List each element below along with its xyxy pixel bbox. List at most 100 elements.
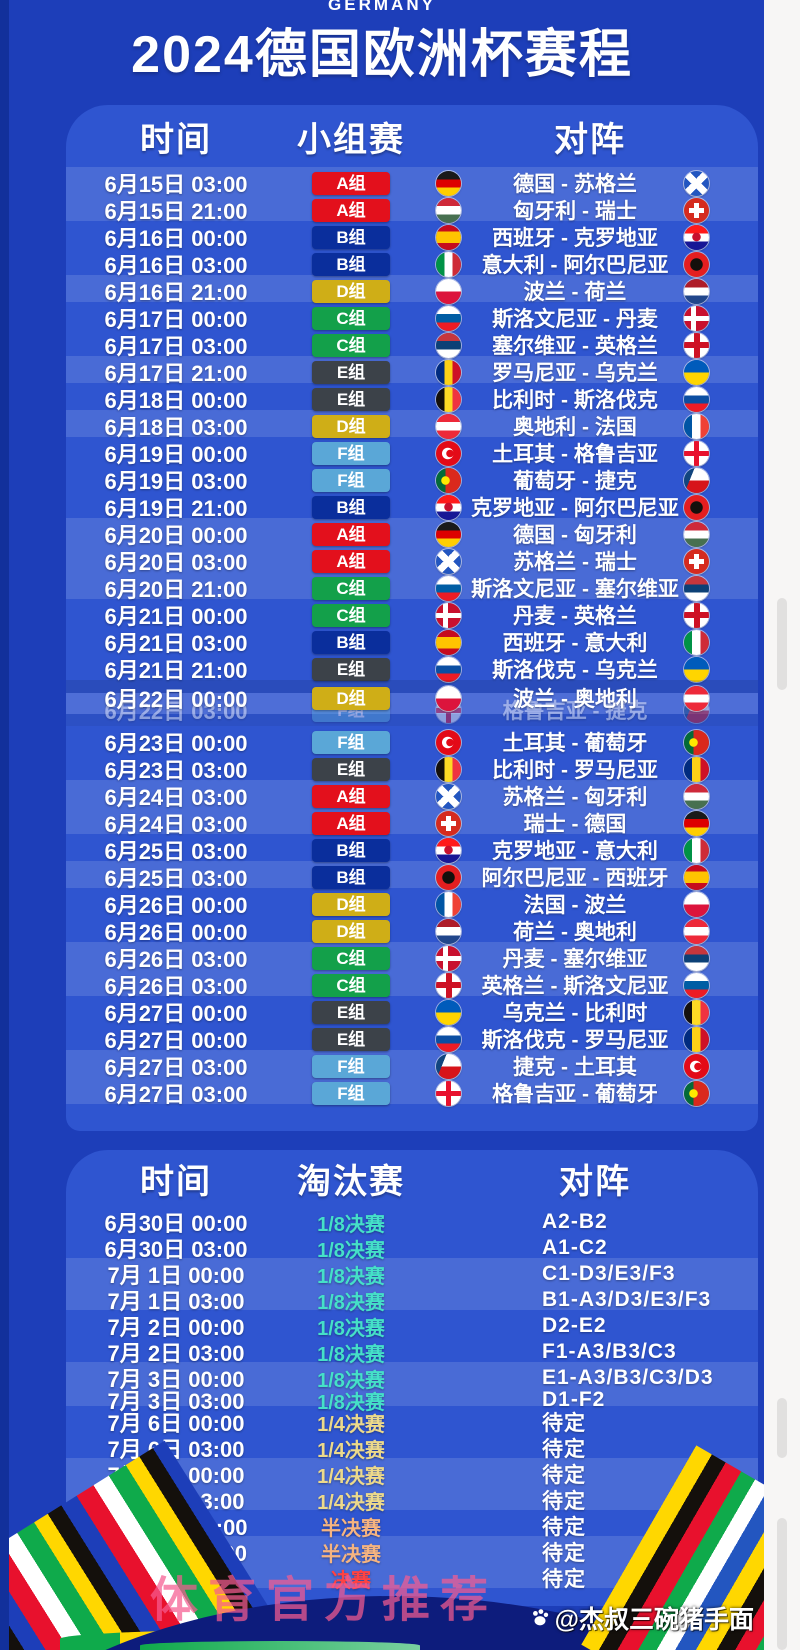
group-badge-cell: F组 — [266, 468, 436, 492]
group-badge-cell: E组 — [266, 360, 436, 384]
belgium-flag-icon — [436, 756, 461, 782]
match-teams: 苏格兰 - 匈牙利 — [502, 786, 648, 809]
match-time: 6月26日 00:00 — [104, 893, 248, 918]
knockout-stage-label: 决赛 — [331, 1569, 371, 1592]
denmark-flag-icon — [684, 305, 709, 331]
match-row: 6月18日 00:00 E组 比利时 - 斯洛伐克 — [66, 383, 758, 413]
knockout-stage-label: 1/8决赛 — [317, 1343, 385, 1366]
croatia-flag-icon — [436, 837, 461, 863]
match-teams: 德国 - 苏格兰 — [513, 173, 637, 196]
italy-flag-icon — [684, 837, 709, 863]
knockout-pairing: 待定 — [542, 1490, 586, 1513]
group-badge: F组 — [312, 468, 390, 492]
match-time: 6月20日 03:00 — [104, 550, 248, 575]
ukraine-flag-icon — [684, 359, 709, 385]
match-teams: 土耳其 - 葡萄牙 — [502, 732, 648, 755]
group-badge: E组 — [312, 360, 390, 384]
portugal-flag-icon — [684, 1080, 709, 1106]
match-row: 6月20日 21:00 C组 斯洛文尼亚 - 塞尔维亚 — [66, 572, 758, 602]
group-stage-panel: 时间 小组赛 对阵 6月15日 03:00 A组 德国 - 苏格兰 6月15日 21:… — [66, 105, 758, 1131]
knockout-row: 7月 1日 00:00 1/8决赛 C1-D3/E3/F3 — [66, 1258, 758, 1288]
group-badge: C组 — [312, 306, 390, 330]
match-row: 6月21日 00:00 C组 丹麦 - 英格兰 — [66, 599, 758, 629]
spain-flag-icon — [436, 224, 461, 250]
match-time: 6月19日 00:00 — [104, 442, 248, 467]
paw-icon — [532, 1609, 548, 1626]
match-row: 6月26日 03:00 C组 丹麦 - 塞尔维亚 — [66, 942, 758, 972]
knockout-row: 7月 3日 03:00 1/8决赛 D1-F2 — [66, 1384, 758, 1414]
match-row: 6月21日 21:00 E组 斯洛伐克 - 乌克兰 — [66, 653, 758, 683]
scrollbar-thumb[interactable] — [777, 1518, 787, 1650]
match-row: 6月24日 03:00 A组 瑞士 - 德国 — [66, 807, 758, 837]
knockout-row: 6月30日 00:00 1/8决赛 A2-B2 — [66, 1206, 758, 1236]
group-badge: A组 — [312, 811, 390, 835]
scrollbar-thumb[interactable] — [777, 1398, 787, 1458]
group-badge: F组 — [312, 1054, 390, 1078]
group-badge-cell: D组 — [266, 414, 436, 438]
netherlands-flag-icon — [684, 278, 709, 304]
column-header-match: 对阵 — [554, 120, 626, 159]
match-row: 6月25日 03:00 B组 克罗地亚 - 意大利 — [66, 834, 758, 864]
austria-flag-icon — [684, 918, 709, 944]
knockout-pairing: 待定 — [542, 1516, 586, 1539]
slovakia-flag-icon — [436, 656, 461, 682]
glitched-overlapping-row: 6月22日 03:00 F组 格鲁吉亚 - 捷克 6月22日 00:00 D组 波兰 - … — [66, 680, 758, 726]
knockout-pairing: D2-E2 — [542, 1314, 607, 1337]
group-badge-cell: D组 — [266, 686, 436, 710]
switzerland-flag-icon — [684, 197, 709, 223]
netherlands-flag-icon — [436, 918, 461, 944]
group-badge: E组 — [312, 1000, 390, 1024]
group-badge: B组 — [312, 630, 390, 654]
author-credit: @杰叔三碗猪手面 — [529, 1600, 754, 1636]
match-row: 6月17日 21:00 E组 罗马尼亚 - 乌克兰 — [66, 356, 758, 386]
germany-flag-icon — [684, 810, 709, 836]
knockout-stage-label: 1/4决赛 — [317, 1439, 385, 1462]
group-badge-cell: B组 — [266, 630, 436, 654]
knockout-pairing: 待定 — [542, 1542, 586, 1565]
match-time: 7月 1日 00:00 — [107, 1263, 245, 1288]
group-badge: E组 — [312, 757, 390, 781]
match-row: 6月15日 21:00 A组 匈牙利 - 瑞士 — [66, 194, 758, 224]
group-badge-cell: A组 — [266, 549, 436, 573]
match-teams: 西班牙 - 意大利 — [502, 632, 648, 655]
england-flag-icon — [684, 332, 709, 358]
romania-flag-icon — [684, 756, 709, 782]
slovakia-flag-icon — [684, 386, 709, 412]
belgium-flag-icon — [436, 386, 461, 412]
match-teams: 意大利 - 阿尔巴尼亚 — [481, 254, 669, 277]
group-badge-cell: B组 — [266, 225, 436, 249]
romania-flag-icon — [684, 1026, 709, 1052]
match-teams: 法国 - 波兰 — [523, 894, 627, 917]
author-credit-text: @杰叔三碗猪手面 — [554, 1606, 754, 1634]
match-row: 6月17日 03:00 C组 塞尔维亚 - 英格兰 — [66, 329, 758, 359]
georgia-flag-icon — [684, 440, 709, 466]
match-row: 6月16日 21:00 D组 波兰 - 荷兰 — [66, 275, 758, 305]
hungary-flag-icon — [436, 197, 461, 223]
scrollbar-thumb[interactable] — [777, 598, 787, 690]
match-teams: 克罗地亚 - 阿尔巴尼亚 — [471, 497, 679, 520]
serbia-flag-icon — [436, 332, 461, 358]
group-badge-cell: A组 — [266, 171, 436, 195]
match-time: 6月25日 03:00 — [104, 866, 248, 891]
portugal-flag-icon — [684, 729, 709, 755]
austria-flag-icon — [684, 685, 709, 711]
match-teams: 罗马尼亚 - 乌克兰 — [492, 362, 658, 385]
knockout-stage-label: 1/8决赛 — [317, 1239, 385, 1262]
knockout-pairing: B1-A3/D3/E3/F3 — [542, 1288, 712, 1311]
left-edge-strip — [0, 0, 9, 1650]
italy-flag-icon — [684, 629, 709, 655]
knockout-stage-label: 1/8决赛 — [317, 1265, 385, 1288]
group-badge-cell: E组 — [266, 387, 436, 411]
match-teams: 格鲁吉亚 - 葡萄牙 — [492, 1083, 658, 1106]
scotland-flag-icon — [436, 548, 461, 574]
knockout-stage-label: 1/8决赛 — [317, 1291, 385, 1314]
group-badge: B组 — [312, 225, 390, 249]
match-row: 6月20日 00:00 A组 德国 - 匈牙利 — [66, 518, 758, 548]
group-badge: E组 — [312, 657, 390, 681]
match-row: 6月27日 03:00 F组 格鲁吉亚 - 葡萄牙 — [66, 1077, 758, 1107]
match-time: 7月 3日 03:00 — [107, 1389, 245, 1414]
column-header-time: 时间 — [140, 1162, 212, 1201]
match-row: 6月16日 03:00 B组 意大利 - 阿尔巴尼亚 — [66, 248, 758, 278]
kicker-germany: GERMANY — [328, 0, 436, 14]
group-badge-cell: D组 — [266, 892, 436, 916]
